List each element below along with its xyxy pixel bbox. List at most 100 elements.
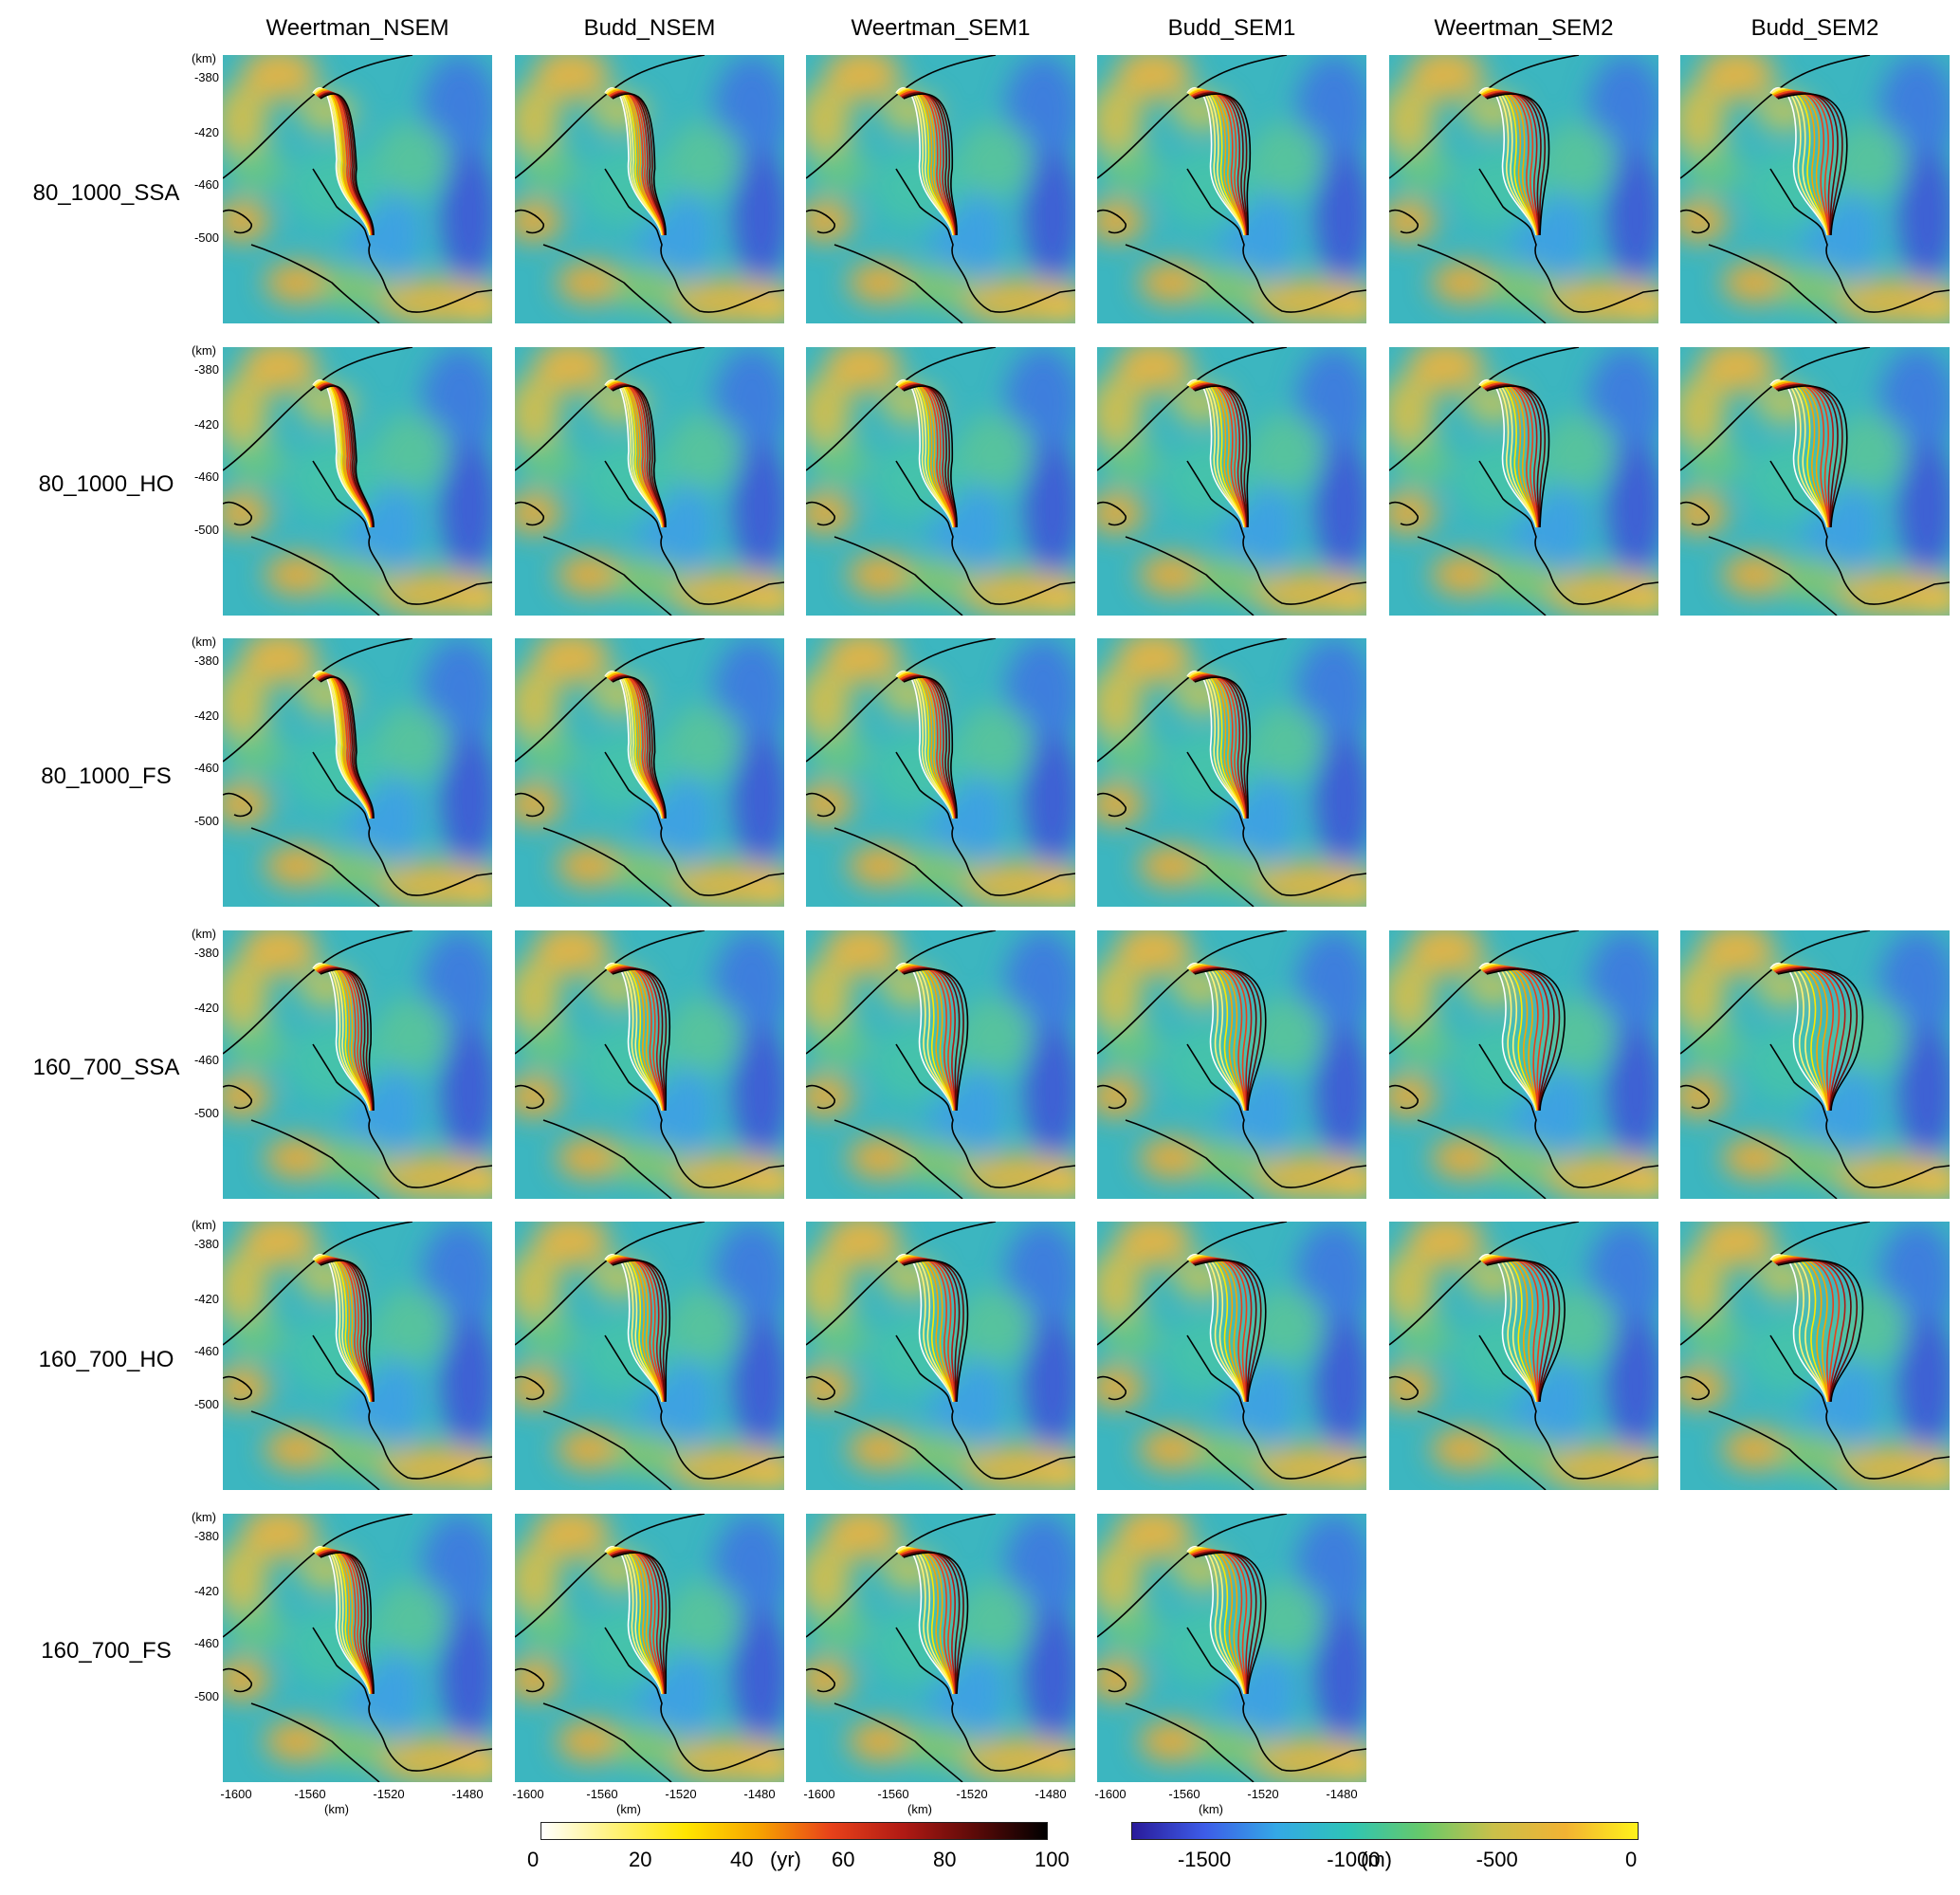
grounding-line-contours [312, 86, 375, 236]
colorbar-tick-label: -1000 [1327, 1848, 1381, 1871]
colorbar-tick-label: -500 [1475, 1848, 1518, 1871]
y-tick-label: -380 [193, 1237, 219, 1251]
map-panel [1680, 55, 1950, 323]
grounding-line-contours [604, 1253, 671, 1403]
colorbar-tick-label: 80 [933, 1848, 957, 1871]
map-svg [806, 1222, 1075, 1490]
map-panel [1680, 1222, 1950, 1490]
y-axis-unit: (km) [192, 1218, 216, 1232]
bed-topography [1680, 1222, 1950, 1490]
map-panel [1097, 1222, 1366, 1490]
x-tick-label: -1560 [1168, 1787, 1200, 1801]
colorbar-tick-label: 60 [832, 1848, 855, 1871]
map-svg [515, 55, 784, 323]
row-header-3: 80_1000_FS [41, 764, 172, 789]
grounding-line-contours [1186, 962, 1267, 1112]
y-tick-label: -380 [193, 946, 219, 960]
grounding-line-contours [1769, 86, 1848, 236]
map-panel [223, 930, 492, 1199]
y-tick-label: -380 [193, 653, 219, 668]
grounding-line-contours [1769, 962, 1864, 1112]
map-panel [1389, 1222, 1658, 1490]
x-tick-label: -1560 [586, 1787, 618, 1801]
grounding-line-contours [1478, 378, 1550, 528]
map-panel [223, 638, 492, 907]
grounding-line-contours [895, 378, 958, 528]
map-svg [1389, 55, 1658, 323]
map-svg [515, 638, 784, 907]
x-tick-label: -1520 [665, 1787, 697, 1801]
x-axis-unit: (km) [324, 1802, 349, 1816]
y-tick-label: -420 [193, 417, 219, 432]
map-svg [1680, 930, 1950, 1199]
map-panel [515, 347, 784, 616]
colorbar-unit: (yr) [770, 1848, 801, 1871]
grounding-line-contours [1186, 378, 1252, 528]
map-panel [806, 347, 1075, 616]
y-tick-label: -460 [193, 1344, 219, 1358]
y-axis-unit: (km) [192, 343, 216, 358]
map-panel [1389, 55, 1658, 323]
column-header-1: Weertman_NSEM [266, 15, 449, 41]
grounding-line-contours [895, 1545, 969, 1695]
row-header-5: 160_700_HO [38, 1347, 174, 1372]
map-svg [1097, 347, 1366, 616]
colorbar-tick-label: 0 [1625, 1848, 1638, 1871]
grounding-line-contours [604, 962, 671, 1112]
grounding-line-contours [604, 378, 667, 528]
map-panel [515, 1222, 784, 1490]
colorbar-tick-label: 100 [1035, 1848, 1070, 1871]
y-tick-label: -460 [193, 177, 219, 192]
bed-topography [223, 638, 492, 907]
map-panel [1097, 1514, 1366, 1782]
y-tick-label: -500 [193, 1397, 219, 1411]
y-axis-unit: (km) [192, 927, 216, 941]
y-tick-label: -380 [193, 70, 219, 84]
grounding-line-contours [1769, 1253, 1864, 1403]
row-header-1: 80_1000_SSA [32, 180, 180, 206]
grounding-line-contours [604, 670, 667, 819]
y-axis-unit: (km) [192, 1510, 216, 1524]
map-panel [1097, 930, 1366, 1199]
y-tick-label: -500 [193, 1106, 219, 1120]
row-header-4: 160_700_SSA [32, 1055, 180, 1080]
grounding-line-contours [1769, 378, 1848, 528]
colorbar-tick-label: 20 [629, 1848, 652, 1871]
map-svg [1680, 55, 1950, 323]
x-tick-label: -1480 [1326, 1787, 1358, 1801]
map-svg [515, 930, 784, 1199]
grounding-line-contours [604, 86, 667, 236]
x-tick-label: -1600 [512, 1787, 544, 1801]
y-tick-label: -500 [193, 814, 219, 828]
colorbar-bed [1131, 1822, 1639, 1840]
map-svg [806, 347, 1075, 616]
x-tick-label: -1520 [956, 1787, 988, 1801]
bed-topography [223, 930, 492, 1199]
map-panel [1389, 347, 1658, 616]
map-panel [223, 55, 492, 323]
y-tick-label: -380 [193, 1529, 219, 1543]
map-svg [223, 1222, 492, 1490]
grounding-line-contours [895, 1253, 969, 1403]
column-header-6: Budd_SEM2 [1750, 15, 1879, 41]
map-svg [1097, 638, 1366, 907]
grounding-line-contours [1478, 962, 1566, 1112]
row-header-2: 80_1000_HO [38, 471, 174, 497]
x-tick-label: -1560 [877, 1787, 909, 1801]
x-tick-label: -1520 [373, 1787, 405, 1801]
x-tick-label: -1600 [803, 1787, 835, 1801]
y-tick-label: -460 [193, 1053, 219, 1067]
map-panel [806, 930, 1075, 1199]
x-axis-unit: (km) [907, 1802, 932, 1816]
x-tick-label: -1600 [220, 1787, 252, 1801]
y-tick-label: -380 [193, 362, 219, 377]
y-tick-label: -500 [193, 523, 219, 537]
map-svg [1097, 1222, 1366, 1490]
map-panel [1389, 930, 1658, 1199]
grounding-line-contours [312, 962, 375, 1112]
map-panel [1680, 347, 1950, 616]
colorbar-unit: (m) [1361, 1848, 1392, 1871]
y-tick-label: -500 [193, 230, 219, 245]
grounding-line-contours [895, 962, 969, 1112]
